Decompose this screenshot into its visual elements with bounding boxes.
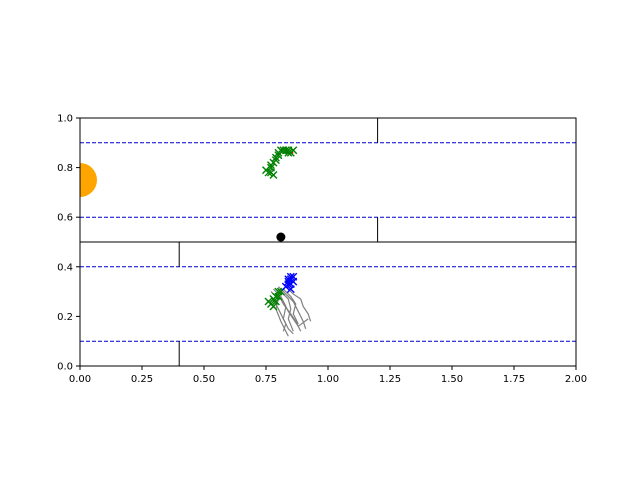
goal-marker [80, 163, 97, 197]
lower-grey-trajectories-line-7 [285, 286, 312, 322]
x-tick-label-2: 0.50 [193, 374, 215, 385]
walls [80, 118, 576, 366]
lower-blue-x-point-8-stroke-b [281, 282, 290, 291]
lower-blue-x-point-6-stroke-b [284, 277, 293, 286]
lower-blue-x-point-7 [286, 272, 295, 281]
upper-green-x-point-15-stroke-b [284, 148, 293, 157]
x-tick-label-3: 0.75 [255, 374, 277, 385]
lower-grey-trajectories-line-5 [280, 291, 294, 332]
y-tick-label-5: 1.0 [57, 114, 73, 125]
upper-green-x-point-17 [266, 161, 275, 170]
lower-blue-x-point-6 [284, 277, 293, 286]
lower-green-x-point-8-stroke-b [264, 297, 273, 306]
upper-green-x-point-1 [264, 168, 273, 177]
upper-green-x-point-4-stroke-b [266, 163, 275, 172]
lower-green-x-point-6-stroke-b [271, 297, 280, 306]
upper-green-x-point-3-stroke-b [269, 171, 278, 180]
lower-green-x-point-7-stroke-b [274, 292, 283, 301]
lower-blue-x-point-7-stroke-b [286, 272, 295, 281]
agent-marker [276, 232, 286, 242]
lower-blue-x-point-9-stroke-b [286, 285, 295, 294]
x-tick-label-8: 2.00 [565, 374, 587, 385]
y-tick-label-0: 0.0 [57, 362, 73, 373]
y-tick-label-2: 0.4 [57, 262, 73, 273]
lower-green-x-point-6 [271, 297, 280, 306]
y-tick-label-4: 0.8 [57, 163, 73, 174]
y-tick-label-3: 0.6 [57, 213, 73, 224]
lower-grey-trajectories-line-3 [282, 288, 299, 325]
x-tick-label-7: 1.75 [503, 374, 525, 385]
lower-blue-x-point-8 [281, 282, 290, 291]
upper-green-x-point-17-stroke-b [266, 161, 275, 170]
upper-green-x-point-4 [266, 163, 275, 172]
y-axis: 0.0 0.2 0.4 0.6 0.8 1.0 [57, 114, 80, 373]
lane-lines [80, 142, 576, 342]
x-tick-label-5: 1.25 [379, 374, 401, 385]
x-tick-label-1: 0.25 [131, 374, 153, 385]
lower-green-x-point-8 [264, 297, 273, 306]
lower-green-x-point-7 [274, 292, 283, 301]
y-tick-label-1: 0.2 [57, 312, 73, 323]
upper-green-x-point-1-stroke-b [264, 168, 273, 177]
x-tick-label-6: 1.50 [441, 374, 463, 385]
upper-green-x-point-3 [269, 171, 278, 180]
upper-green-x-point-15 [284, 148, 293, 157]
x-tick-label-0: 0.00 [69, 374, 91, 385]
upper-green-x-point-14 [289, 146, 298, 155]
goal-and-agent [80, 163, 286, 242]
x-tick-label-4: 1.00 [317, 374, 339, 385]
x-axis: 0.00 0.25 0.50 0.75 1.00 1.25 1.50 1.75 2.00 [69, 366, 587, 385]
data-series [262, 146, 312, 337]
lower-grey-trajectories-line-8 [277, 293, 302, 332]
lower-green-x-point-5-stroke-b [269, 302, 278, 311]
upper-green-x-point-14-stroke-b [289, 146, 298, 155]
lower-blue-x-point-9 [286, 285, 295, 294]
